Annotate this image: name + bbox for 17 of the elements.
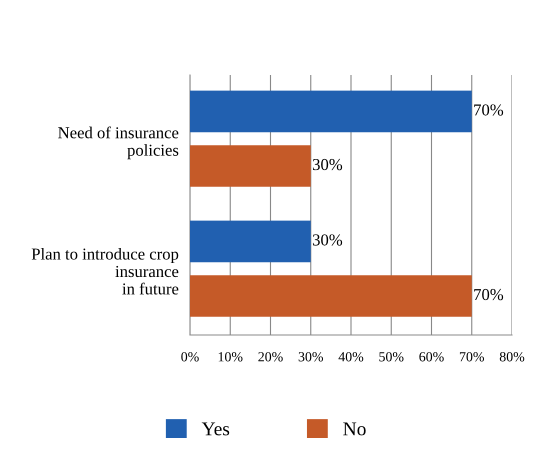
x-tick-label: 80% (500, 352, 524, 362)
legend-label: No (343, 422, 366, 436)
data-label: 30% (312, 234, 342, 246)
x-tick-label: 50% (379, 352, 404, 362)
x-tick-label: 70% (460, 352, 484, 362)
x-tick-label: 30% (298, 352, 324, 362)
data-label: 70% (474, 104, 504, 116)
x-tick-label: 60% (419, 352, 444, 362)
y-tick-label: Plan to introduce crop insurance in future (32, 248, 178, 295)
y-tick-label: Need of insurance policies (58, 126, 178, 160)
data-label: 70% (474, 288, 504, 300)
data-label: 30% (312, 158, 342, 170)
x-tick-label: 10% (218, 352, 243, 362)
legend-label: Yes (202, 422, 230, 436)
x-tick-label: 40% (338, 352, 364, 362)
x-tick-label: 20% (258, 352, 283, 362)
x-tick-label: 0% (181, 352, 199, 362)
